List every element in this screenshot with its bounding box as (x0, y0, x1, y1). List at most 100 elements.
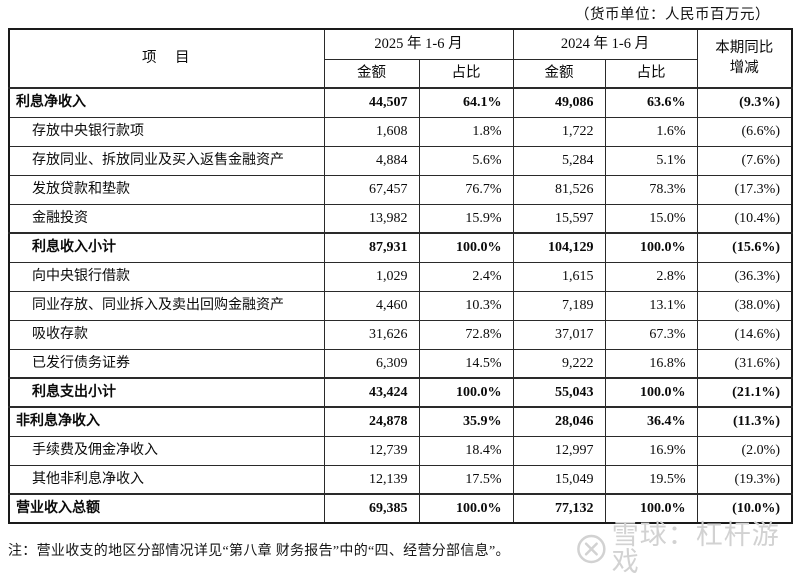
row-label: 利息净收入 (8, 87, 325, 118)
row-label: 利息收入小计 (8, 232, 325, 263)
amount-2025: 4,884 (323, 145, 420, 176)
table-row: 手续费及佣金净收入 12,739 18.4% 12,997 16.9% (2.0%) (8, 435, 793, 466)
row-label: 其他非利息净收入 (8, 464, 325, 495)
yoy-change: (6.6%) (696, 116, 793, 147)
row-label: 吸收存款 (8, 319, 325, 350)
yoy-change: (15.6%) (696, 232, 793, 263)
share-2024: 36.4% (604, 406, 698, 437)
amount-2024: 1,722 (512, 116, 606, 147)
row-label: 非利息净收入 (8, 406, 325, 437)
amount-2024: 81,526 (512, 174, 606, 205)
share-2024: 63.6% (604, 87, 698, 118)
table-body: 利息净收入 44,507 64.1% 49,086 63.6% (9.3%) 存放中央银行款… (8, 87, 793, 524)
amount-2024: 7,189 (512, 290, 606, 321)
amount-2025: 6,309 (323, 348, 420, 379)
watermark-text: 雪球：杠杆游戏 (611, 520, 780, 577)
table-row: 利息收入小计 87,931 100.0% 104,129 100.0% (15.6%) (8, 232, 793, 263)
col-header-period-2024: 2024 年 1-6 月 (512, 28, 698, 60)
yoy-header-line1: 本期同比 (715, 39, 774, 56)
yoy-change: (31.6%) (696, 348, 793, 379)
share-2025: 76.7% (418, 174, 514, 205)
table-row: 已发行债务证券 6,309 14.5% 9,222 16.8% (31.6%) (8, 348, 793, 379)
currency-unit-note: （货币单位：人民币百万元） (575, 7, 770, 23)
yoy-change: (19.3%) (696, 464, 793, 495)
yoy-change: (21.1%) (696, 377, 793, 408)
row-label: 发放贷款和垫款 (8, 174, 325, 205)
amount-2024: 12,997 (512, 435, 606, 466)
amount-2025: 13,982 (323, 203, 420, 234)
share-2024: 16.8% (604, 348, 698, 379)
share-2024: 19.5% (604, 464, 698, 495)
share-2025: 72.8% (418, 319, 514, 350)
table-row: 发放贷款和垫款 67,457 76.7% 81,526 78.3% (17.3%) (8, 174, 793, 205)
amount-2025: 69,385 (323, 493, 420, 524)
amount-2025: 31,626 (323, 319, 420, 350)
amount-2025: 87,931 (323, 232, 420, 263)
share-2024: 5.1% (604, 145, 698, 176)
table-row: 存放同业、拆放同业及买入返售金融资产 4,884 5.6% 5,284 5.1% (7.6… (8, 145, 793, 176)
amount-2024: 5,284 (512, 145, 606, 176)
yoy-change: (9.3%) (696, 87, 793, 118)
share-2024: 1.6% (604, 116, 698, 147)
table-row: 向中央银行借款 1,029 2.4% 1,615 2.8% (36.3%) (8, 261, 793, 292)
table-row: 其他非利息净收入 12,139 17.5% 15,049 19.5% (19.3%) (8, 464, 793, 495)
amount-2024: 49,086 (512, 87, 606, 118)
yoy-change: (2.0%) (696, 435, 793, 466)
share-2025: 18.4% (418, 435, 514, 466)
col-header-amount-2024: 金额 (512, 58, 606, 89)
income-statement-table: 项 目 2025 年 1-6 月 2024 年 1-6 月 本期同比 增减 金额 … (8, 28, 793, 524)
amount-2025: 67,457 (323, 174, 420, 205)
amount-2024: 104,129 (512, 232, 606, 263)
table-row: 利息支出小计 43,424 100.0% 55,043 100.0% (21.1%) (8, 377, 793, 408)
share-2025: 100.0% (418, 493, 514, 524)
yoy-change: (38.0%) (696, 290, 793, 321)
footnote: 注：营业收支的地区分部情况详见“第八章 财务报告”中的“四、经营分部信息”。 (8, 544, 510, 559)
yoy-change: (36.3%) (696, 261, 793, 292)
share-2024: 16.9% (604, 435, 698, 466)
share-2025: 35.9% (418, 406, 514, 437)
row-label: 利息支出小计 (8, 377, 325, 408)
share-2024: 100.0% (604, 232, 698, 263)
share-2024: 100.0% (604, 377, 698, 408)
row-label: 手续费及佣金净收入 (8, 435, 325, 466)
amount-2024: 9,222 (512, 348, 606, 379)
share-2025: 100.0% (418, 377, 514, 408)
row-label: 已发行债务证券 (8, 348, 325, 379)
amount-2025: 24,878 (323, 406, 420, 437)
col-header-yoy-change: 本期同比 增减 (696, 28, 793, 89)
share-2024: 67.3% (604, 319, 698, 350)
yoy-change: (14.6%) (696, 319, 793, 350)
yoy-header-line2: 增减 (729, 59, 759, 76)
table-header: 项 目 2025 年 1-6 月 2024 年 1-6 月 本期同比 增减 金额 … (8, 28, 793, 89)
amount-2025: 12,739 (323, 435, 420, 466)
table-row: 存放中央银行款项 1,608 1.8% 1,722 1.6% (6.6%) (8, 116, 793, 147)
table-row: 吸收存款 31,626 72.8% 37,017 67.3% (14.6%) (8, 319, 793, 350)
yoy-change: (7.6%) (696, 145, 793, 176)
amount-2024: 1,615 (512, 261, 606, 292)
amount-2024: 37,017 (512, 319, 606, 350)
share-2025: 100.0% (418, 232, 514, 263)
col-header-amount-2025: 金额 (323, 58, 420, 89)
watermark: 雪球：杠杆游戏 (576, 522, 800, 576)
amount-2025: 12,139 (323, 464, 420, 495)
amount-2024: 28,046 (512, 406, 606, 437)
table-row: 金融投资 13,982 15.9% 15,597 15.0% (10.4%) (8, 203, 793, 234)
col-header-share-2024: 占比 (604, 58, 698, 89)
col-header-period-2025: 2025 年 1-6 月 (323, 28, 514, 60)
share-2024: 100.0% (604, 493, 698, 524)
amount-2024: 55,043 (512, 377, 606, 408)
amount-2024: 15,597 (512, 203, 606, 234)
amount-2025: 43,424 (323, 377, 420, 408)
xueqiu-logo-icon (577, 534, 606, 564)
share-2024: 13.1% (604, 290, 698, 321)
share-2025: 1.8% (418, 116, 514, 147)
share-2025: 2.4% (418, 261, 514, 292)
share-2025: 10.3% (418, 290, 514, 321)
share-2025: 64.1% (418, 87, 514, 118)
table-row: 营业收入总额 69,385 100.0% 77,132 100.0% (10.0%) (8, 493, 793, 524)
col-header-item: 项 目 (8, 28, 325, 89)
row-label: 金融投资 (8, 203, 325, 234)
share-2025: 5.6% (418, 145, 514, 176)
amount-2025: 4,460 (323, 290, 420, 321)
share-2025: 17.5% (418, 464, 514, 495)
